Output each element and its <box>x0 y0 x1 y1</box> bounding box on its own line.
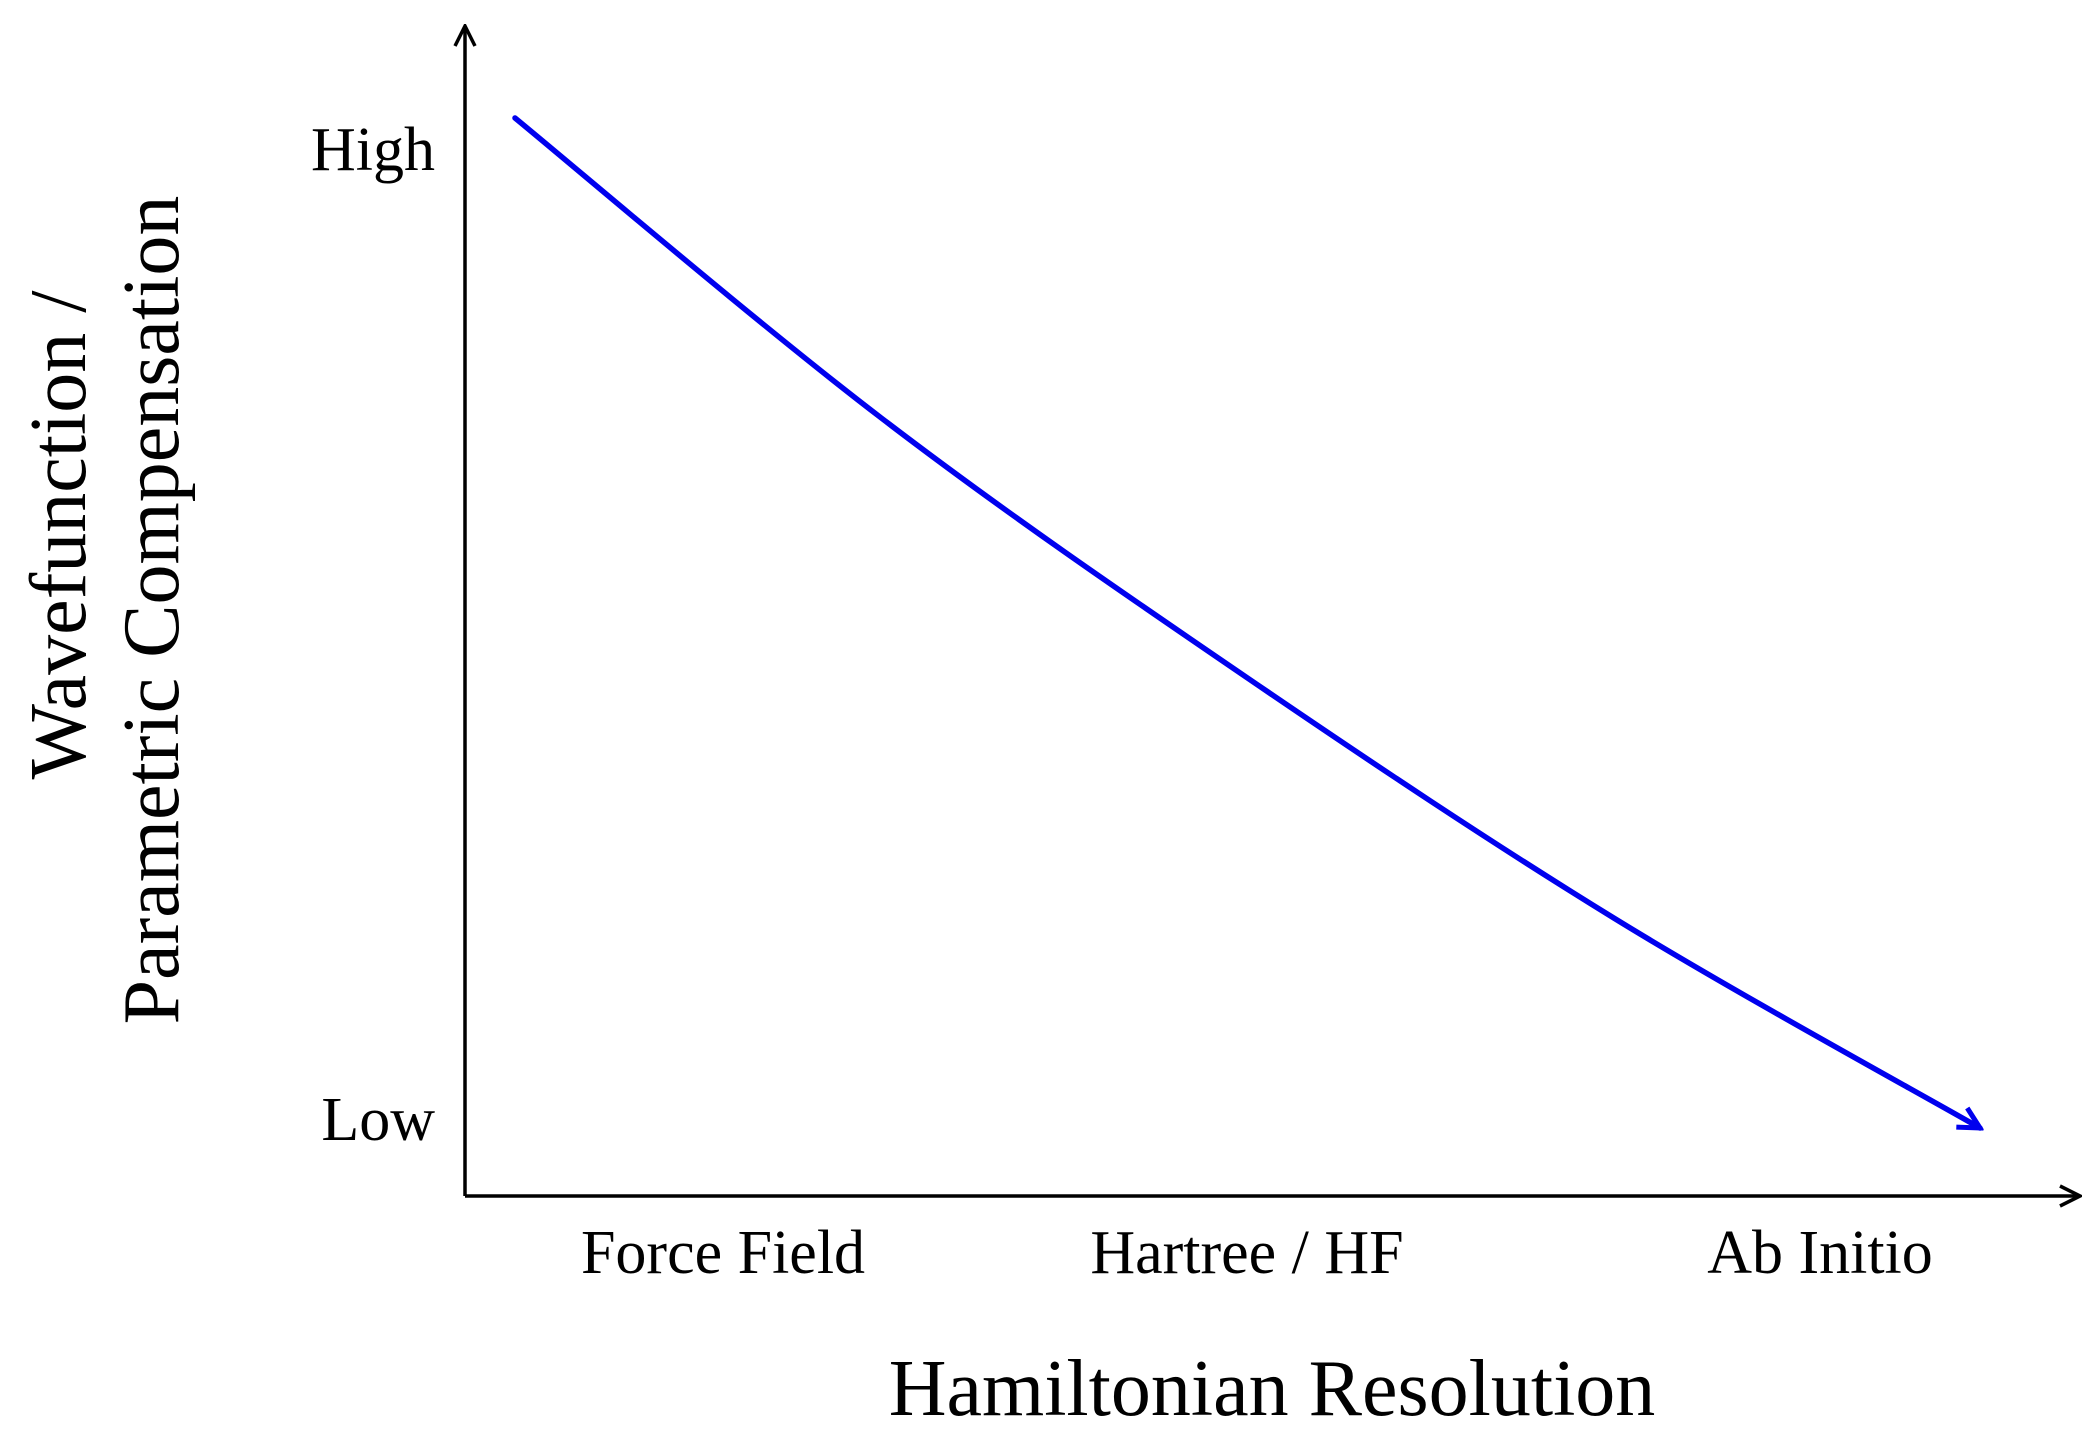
x-category-ab-initio: Ab Initio <box>1707 1219 1933 1287</box>
y-axis-title: Wavefunction / Parametric Compensation <box>15 196 196 1025</box>
x-category-hartree-hf: Hartree / HF <box>1090 1219 1403 1287</box>
y-axis-title-line-1: Wavefunction / <box>15 290 103 780</box>
trend-curve <box>512 115 1980 1131</box>
y-level-low: Low <box>321 1086 435 1154</box>
y-axis-title-line-2: Parametric Compensation <box>108 196 196 1025</box>
x-axis-title: Hamiltonian Resolution <box>889 1345 1656 1433</box>
x-category-force-field: Force Field <box>581 1219 865 1287</box>
y-level-high: High <box>311 116 435 184</box>
